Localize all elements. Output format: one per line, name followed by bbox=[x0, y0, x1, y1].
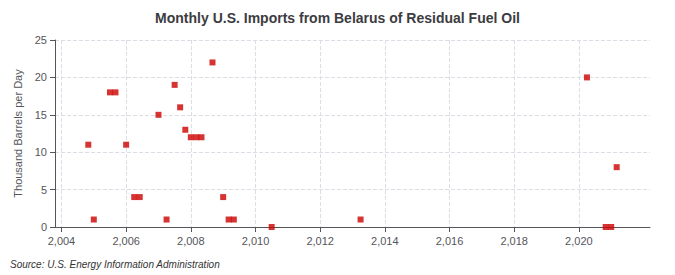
svg-text:2,004: 2,004 bbox=[48, 235, 76, 247]
svg-text:2,008: 2,008 bbox=[177, 235, 205, 247]
svg-text:20: 20 bbox=[35, 71, 47, 83]
svg-text:Source: U.S. Energy Informatio: Source: U.S. Energy Information Administ… bbox=[10, 259, 220, 270]
svg-text:10: 10 bbox=[35, 146, 47, 158]
svg-text:2,014: 2,014 bbox=[371, 235, 399, 247]
svg-text:2,012: 2,012 bbox=[306, 235, 334, 247]
svg-text:15: 15 bbox=[35, 109, 47, 121]
svg-text:2,016: 2,016 bbox=[436, 235, 464, 247]
svg-text:2,020: 2,020 bbox=[565, 235, 593, 247]
svg-text:2,006: 2,006 bbox=[112, 235, 140, 247]
svg-text:Thousand Barrels per Day: Thousand Barrels per Day bbox=[12, 69, 24, 198]
svg-text:2,010: 2,010 bbox=[242, 235, 270, 247]
svg-text:25: 25 bbox=[35, 34, 47, 46]
svg-text:0: 0 bbox=[41, 221, 47, 233]
svg-text:2,018: 2,018 bbox=[500, 235, 528, 247]
svg-text:5: 5 bbox=[41, 184, 47, 196]
svg-text:Monthly U.S. Imports from Bela: Monthly U.S. Imports from Belarus of Res… bbox=[155, 10, 520, 26]
